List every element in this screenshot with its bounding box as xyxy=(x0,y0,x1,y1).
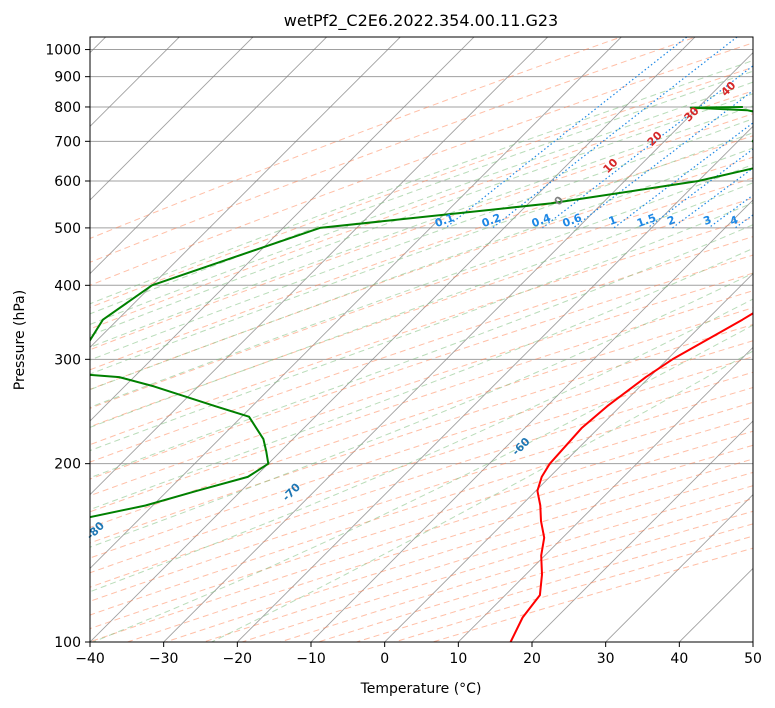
y-tick-label: 300 xyxy=(54,352,81,368)
moist-adiabat-12 xyxy=(90,164,753,408)
dry-adiabat-520 xyxy=(354,523,753,642)
x-tick-label: 10 xyxy=(449,651,467,667)
dry-adiabat-360 xyxy=(90,290,753,513)
chart-title: wetPf2_C2E6.2022.354.00.11.G23 xyxy=(284,11,558,31)
mixing-ratio-label: 0.2 xyxy=(480,211,503,230)
dry-adiabat-300 xyxy=(90,177,753,409)
dry-adiabat-470 xyxy=(164,458,753,642)
y-tick-label: 900 xyxy=(54,70,81,86)
isotherm--40 xyxy=(90,37,696,642)
plot-frame xyxy=(89,36,754,643)
isotherm-30 xyxy=(605,494,753,642)
mixing-ratio-label: 0.6 xyxy=(561,211,584,230)
x-tick-label: −20 xyxy=(223,651,253,667)
dry-adiabat-480 xyxy=(202,471,753,642)
y-tick-label: 800 xyxy=(54,100,81,116)
dry-adiabat-430 xyxy=(90,401,753,616)
x-tick-label: −10 xyxy=(296,651,326,667)
y-tick-label: 100 xyxy=(54,635,81,651)
dry-adiabat-250 xyxy=(90,66,753,309)
dry-adiabat-270 xyxy=(90,113,753,351)
isotherm--90 xyxy=(90,37,328,275)
moist-adiabat-28 xyxy=(90,247,753,511)
y-tick-label: 700 xyxy=(54,134,81,150)
mixing-ratio-label: 1.5 xyxy=(635,211,658,230)
mixing-ratio-line xyxy=(613,122,753,229)
dry-adiabat-510 xyxy=(316,510,753,642)
isotherm--20 xyxy=(236,125,753,642)
x-axis-label: Temperature (°C) xyxy=(360,681,482,697)
dry-adiabat-370 xyxy=(90,307,753,529)
x-tick-label: 40 xyxy=(670,651,688,667)
mixing-ratio-line xyxy=(492,37,739,229)
mixing-ratio-label: 2 xyxy=(665,213,677,228)
dry-adiabat-240 xyxy=(90,42,753,286)
moist-adiabat-0 xyxy=(90,118,753,361)
mixing-ratio-label: 0.4 xyxy=(530,211,553,230)
y-axis-label: Pressure (hPa) xyxy=(12,290,28,390)
y-tick-label: 500 xyxy=(54,221,81,237)
x-tick-label: 30 xyxy=(597,651,615,667)
x-tick-label: 0 xyxy=(380,651,389,667)
moist-adiabat-24 xyxy=(90,224,753,479)
moist-adiabat--8 xyxy=(90,93,753,336)
dry-adiabat-440 xyxy=(90,416,753,630)
dry-adiabat-350 xyxy=(90,272,753,497)
isotherm--70 xyxy=(90,37,475,422)
isotherm-20 xyxy=(531,420,753,642)
mixing-ratio-label: 1 xyxy=(607,213,619,228)
mixing-ratio-label: 0.1 xyxy=(433,211,456,230)
isotherm--60 xyxy=(90,37,549,496)
isotherm--50 xyxy=(90,37,622,569)
temperature-profile-line xyxy=(509,312,753,642)
moist-adiabat-4 xyxy=(90,132,753,375)
dry-adiabat-340 xyxy=(90,254,753,480)
dry-adiabat-230 xyxy=(90,37,698,263)
x-tick-label: 20 xyxy=(523,651,541,667)
dry-adiabat-390 xyxy=(90,340,753,559)
y-tick-label: 1000 xyxy=(45,43,81,59)
isotherm--10 xyxy=(310,199,753,642)
x-tick-label: −30 xyxy=(149,651,179,667)
dry-adiabat-420 xyxy=(90,386,753,602)
mixing-ratio-label: 4 xyxy=(728,213,740,228)
dry-adiabat-460 xyxy=(126,444,753,642)
mixing-ratio-line xyxy=(542,65,753,229)
isotherm--100 xyxy=(90,37,254,201)
dry-adiabat-290 xyxy=(90,156,753,390)
dry-adiabat-280 xyxy=(90,135,753,371)
moist-adiabat-20 xyxy=(90,202,753,452)
mixing-ratio-line xyxy=(445,37,688,229)
mixing-ratio-label: 3 xyxy=(702,213,714,228)
y-tick-label: 400 xyxy=(54,278,81,294)
y-tick-label: 600 xyxy=(54,174,81,190)
isotherm-0 xyxy=(384,273,753,642)
dry-adiabat-500 xyxy=(278,498,753,642)
isotherm--30 xyxy=(163,52,753,642)
dry-adiabat-540 xyxy=(431,547,753,642)
x-tick-label: 50 xyxy=(744,651,762,667)
y-tick-label: 200 xyxy=(54,457,81,473)
x-tick-label: −40 xyxy=(75,651,105,667)
